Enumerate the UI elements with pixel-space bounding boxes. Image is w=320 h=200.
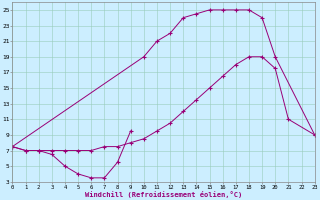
X-axis label: Windchill (Refroidissement éolien,°C): Windchill (Refroidissement éolien,°C): [85, 191, 242, 198]
